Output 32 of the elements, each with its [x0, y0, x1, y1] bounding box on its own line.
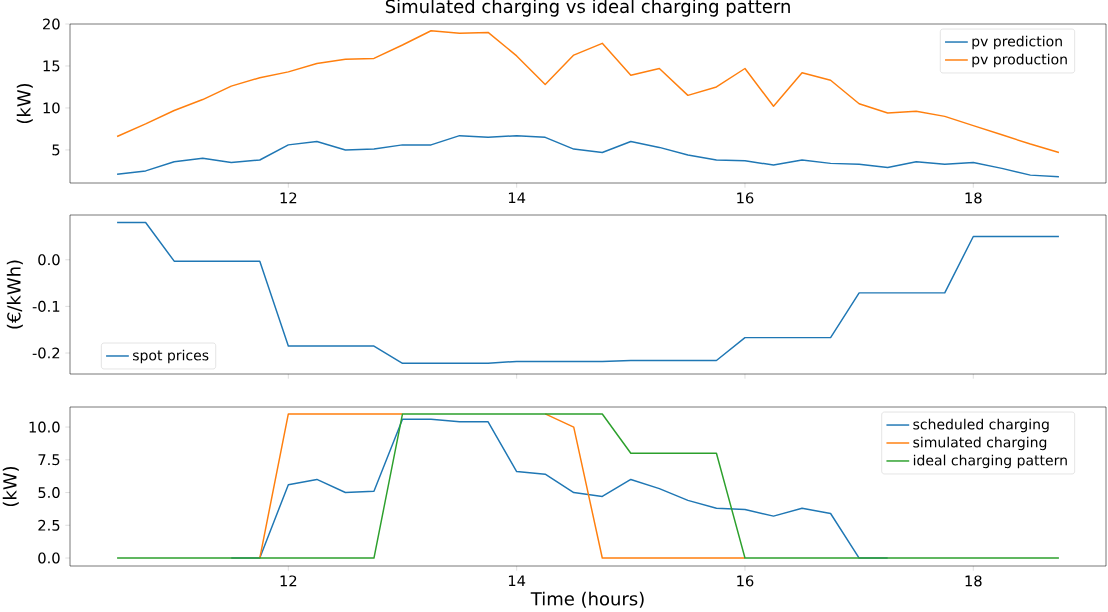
x-tick-label: 16: [737, 192, 754, 204]
chart-title: Simulated charging vs ideal charging pattern: [385, 0, 790, 17]
y-axis-title: (kW): [16, 83, 33, 124]
y-tick-label: 0.0: [38, 552, 60, 564]
x-tick-label: 12: [280, 575, 297, 587]
y-tick-label: 5.0: [38, 487, 60, 499]
y-tick-label: 7.5: [38, 454, 60, 466]
legend-label: pv production: [972, 53, 1067, 68]
y-tick-label: 10: [43, 102, 60, 114]
x-tick-label: 18: [965, 192, 982, 204]
legend-label: spot prices: [133, 349, 209, 364]
x-tick-label: 16: [737, 575, 754, 587]
y-tick-label: 2.5: [38, 519, 60, 531]
y-tick-label: -0.1: [32, 300, 60, 312]
legend-label: ideal charging pattern: [913, 454, 1067, 469]
y-tick-label: 5: [52, 144, 60, 156]
y-axis-title: (€/kWh): [6, 260, 23, 329]
x-tick-label: 14: [508, 575, 526, 587]
y-tick-label: 20: [43, 18, 60, 30]
x-axis-title: Time (hours): [530, 591, 644, 608]
y-tick-label: 0.0: [38, 254, 60, 266]
line-series: [116, 134, 1060, 178]
legend-label: pv prediction: [972, 35, 1062, 50]
legend-label: simulated charging: [913, 436, 1047, 451]
x-tick-label: 18: [965, 575, 982, 587]
x-tick-label: 12: [280, 192, 297, 204]
y-tick-label: 15: [43, 60, 60, 72]
x-tick-label: 14: [508, 192, 526, 204]
y-tick-label: 10.0: [29, 421, 60, 433]
y-axis-title: (kW): [2, 466, 19, 507]
y-tick-label: -0.2: [32, 347, 60, 359]
legend-label: scheduled charging: [913, 418, 1049, 433]
